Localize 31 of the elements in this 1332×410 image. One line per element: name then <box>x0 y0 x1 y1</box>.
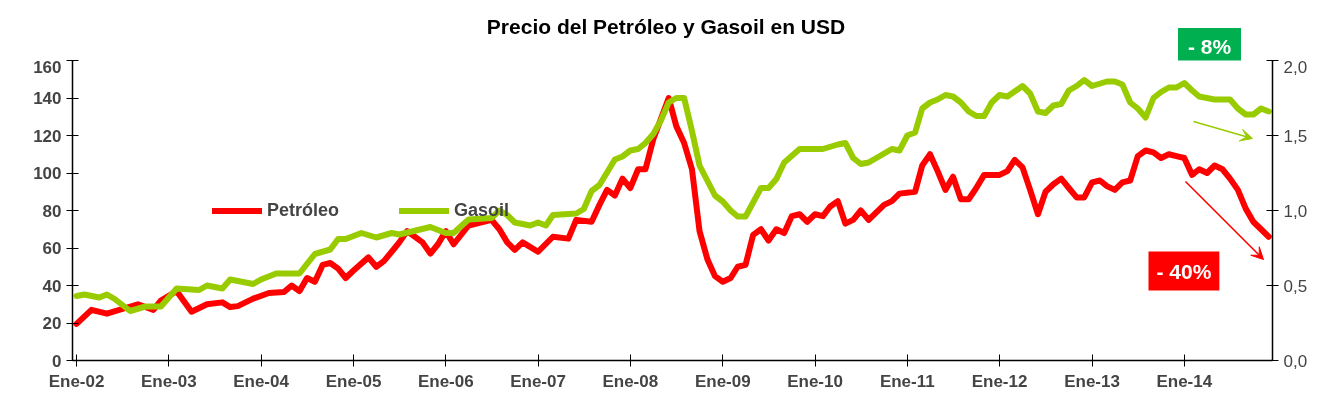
annotation: - 40% <box>1156 259 1212 283</box>
x-tick-label: Ene-13 <box>1064 371 1120 391</box>
x-tick-label: Ene-09 <box>694 371 751 391</box>
y-tick-label: 100 <box>33 164 62 183</box>
x-tick-label: Ene-11 <box>879 371 935 391</box>
y-tick-label: 20 <box>42 314 62 333</box>
y2-tick-label: 1,0 <box>1283 201 1308 221</box>
x-tick-label: Ene-08 <box>602 371 659 391</box>
y-tick-label: 0 <box>52 351 62 371</box>
legend-label: Petróleo <box>267 199 340 221</box>
x-tick-label: Ene-02 <box>48 371 105 391</box>
y2-tick-label: 0,5 <box>1283 276 1308 296</box>
y2-tick-label: 2,0 <box>1283 57 1308 77</box>
x-tick-label: Ene-06 <box>417 371 474 391</box>
y-tick-label: 40 <box>42 276 62 296</box>
y-tick-label: 120 <box>33 126 62 146</box>
y-tick-label: 60 <box>42 239 62 258</box>
x-tick-label: Ene-03 <box>140 371 197 391</box>
legend-label: Gasoil <box>454 199 510 221</box>
y2-tick-label: 0,0 <box>1283 351 1308 371</box>
y2-tick-label: 1,5 <box>1283 126 1308 146</box>
y-tick-label: 80 <box>42 201 62 221</box>
x-tick-label: Ene-10 <box>787 371 843 391</box>
title: Precio del Petróleo y Gasoil en USD <box>485 14 847 40</box>
x-tick-label: Ene-14 <box>1156 371 1213 391</box>
y-tick-label: 140 <box>33 89 62 108</box>
x-tick-label: Ene-07 <box>510 371 566 391</box>
x-tick-label: Ene-04 <box>233 371 290 391</box>
y-tick-label: 160 <box>33 57 62 77</box>
x-tick-label: Ene-05 <box>325 371 382 391</box>
x-tick-label: Ene-12 <box>971 371 1028 391</box>
